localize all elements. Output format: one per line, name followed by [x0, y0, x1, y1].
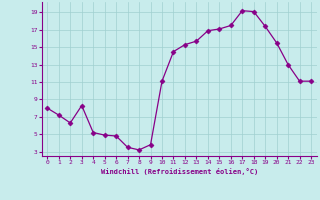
X-axis label: Windchill (Refroidissement éolien,°C): Windchill (Refroidissement éolien,°C)	[100, 168, 258, 175]
